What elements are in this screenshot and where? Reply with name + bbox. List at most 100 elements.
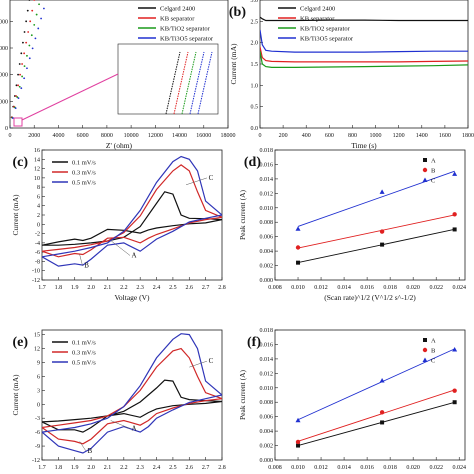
legend-marker [423, 158, 427, 162]
data-point [452, 400, 457, 405]
x-tick-label: 2.8 [218, 465, 226, 471]
data-point [25, 41, 28, 44]
y-tick-label: 0 [5, 126, 8, 132]
annotation-leader [189, 360, 207, 368]
x-tick-label: 0.024 [452, 285, 466, 291]
data-point [22, 41, 24, 44]
x-tick-label: 2.4 [153, 465, 161, 471]
x-tick-label: 14000 [172, 133, 187, 139]
annotation-label: C [209, 357, 214, 365]
x-axis-label: (Scan rate)^1/2 (V^1/2 s^-1/2) [324, 293, 416, 302]
data-point [452, 227, 457, 232]
y-tick-label: 4 [37, 204, 40, 210]
y-tick-label: 6 [37, 194, 40, 200]
x-tick-label: 2.5 [169, 285, 177, 291]
x-tick-label: 6000 [77, 133, 89, 139]
panel-label: (d) [244, 155, 261, 170]
y-tick-label: 10 [34, 176, 40, 182]
y-tick-label: 0.004 [260, 429, 274, 435]
y-tick-label: 15 [34, 333, 40, 339]
fit-line [297, 401, 455, 447]
x-tick-label: 2.7 [202, 465, 210, 471]
legend-label: C [431, 178, 435, 185]
panel-label: (c) [12, 155, 28, 170]
y-tick-label: 15000 [0, 46, 8, 52]
x-tick-label: 2.6 [186, 465, 194, 471]
data-point [26, 54, 28, 57]
data-point [380, 420, 385, 425]
y-tick-label: 20000 [0, 19, 8, 25]
data-point [40, 17, 42, 20]
panel-label: (b) [229, 5, 246, 20]
data-point [11, 117, 14, 119]
y-axis-label: Peak current (A) [238, 370, 247, 420]
series-line [42, 333, 222, 454]
data-point [23, 77, 26, 80]
y-tick-label: 0.004 [260, 249, 274, 255]
data-point [18, 85, 21, 88]
x-tick-label: 2.1 [104, 465, 112, 471]
data-point [26, 9, 29, 12]
x-tick-label: 0.016 [360, 465, 374, 471]
y-tick-label: 0.010 [260, 386, 274, 392]
x-tick-label: 200 [279, 133, 288, 139]
data-point [452, 212, 457, 217]
plot-area [260, 16, 468, 69]
data-point [295, 245, 301, 250]
data-point [295, 226, 301, 231]
data-point [296, 260, 301, 265]
x-tick-label: 0 [259, 133, 262, 139]
data-point [28, 0, 31, 1]
data-point [20, 87, 23, 90]
y-tick-label: -4 [35, 241, 40, 247]
x-tick-label: 0.008 [268, 285, 282, 291]
series-line [260, 16, 468, 22]
plot-area [42, 155, 222, 267]
y-tick-label: 8 [37, 185, 40, 191]
legend-marker [422, 167, 428, 173]
data-point [379, 378, 385, 383]
y-tick-label: 0.018 [260, 328, 274, 334]
x-tick-label: 2.1 [104, 285, 112, 291]
x-tick-label: 12000 [148, 133, 163, 139]
y-tick-label: 2 [37, 213, 40, 219]
legend-marker [422, 347, 428, 353]
data-point [25, 20, 28, 23]
y-axis-label: Current (mA) [11, 374, 20, 416]
plot-frame [274, 329, 466, 461]
x-tick-label: 2.0 [87, 465, 95, 471]
plot-frame [41, 149, 223, 281]
y-tick-label: -10 [32, 269, 40, 275]
x-tick-label: 18000 [221, 133, 236, 139]
inset-series [189, 51, 205, 115]
data-point [379, 189, 385, 194]
data-point [28, 44, 31, 47]
y-tick-label: 5000 [0, 99, 8, 105]
fit-line [297, 214, 455, 249]
series-line [42, 191, 222, 246]
x-tick-label: 0.022 [429, 465, 443, 471]
x-axis-label: Time (s) [351, 141, 377, 150]
fit-line [297, 389, 455, 442]
legend-label: 0.5 mV/s [72, 360, 96, 367]
legend-label: B [431, 348, 436, 355]
x-tick-label: 1200 [393, 133, 405, 139]
y-tick-label: 0.014 [260, 357, 274, 363]
x-tick-label: 0.020 [406, 285, 420, 291]
y-tick-label: 0 [37, 222, 40, 228]
x-axis-label: Voltage (V) [114, 293, 150, 302]
y-tick-label: -8 [35, 259, 40, 265]
data-point [23, 52, 26, 55]
legend-label: KB/TiO2 separator [300, 26, 351, 33]
data-point [17, 84, 19, 87]
data-point [30, 34, 33, 37]
data-point [21, 63, 24, 65]
y-tick-label: 0.002 [260, 264, 274, 270]
data-point [10, 127, 11, 128]
x-tick-label: 1.7 [38, 285, 46, 291]
data-point [31, 9, 34, 12]
data-point [452, 347, 458, 352]
annotation-label: B [87, 447, 92, 455]
y-tick-label: 2.5 [251, 19, 259, 25]
